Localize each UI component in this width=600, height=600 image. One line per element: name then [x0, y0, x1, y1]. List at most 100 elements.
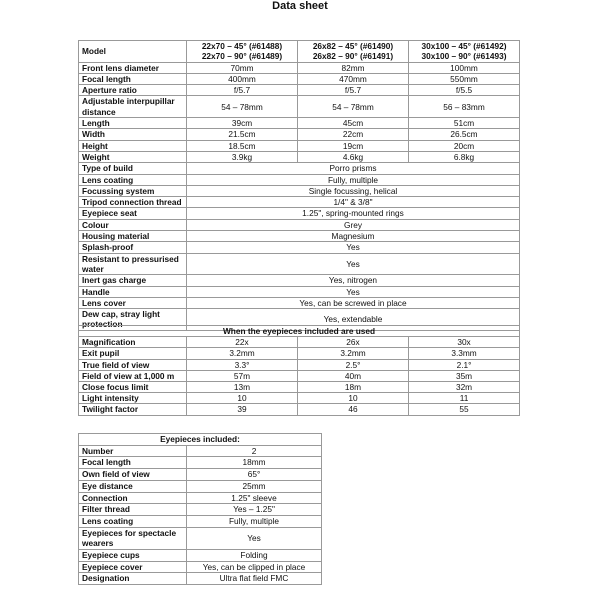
row-value: Yes — [186, 241, 520, 254]
table-row: Eyepiece cups Folding — [78, 549, 322, 562]
row-label: Eyepiece cups — [78, 549, 187, 562]
row-label: Width — [78, 128, 187, 141]
table-title: When the eyepieces included are used — [77, 324, 521, 338]
model-name: 30x100 – 90° (#61493) — [421, 51, 507, 62]
row-value: 21.5cm — [186, 128, 298, 141]
row-value: 100mm — [408, 61, 520, 74]
row-value: 550mm — [408, 72, 520, 86]
table-row: Lens cover Yes, can be screwed in place — [78, 296, 520, 310]
table-row: Width 21.5cm 22cm 26.5cm — [78, 128, 520, 141]
table-row: Magnification 22x 26x 30x — [78, 336, 521, 349]
table-row: Lens coating Fully, multiple — [78, 514, 322, 528]
table-row: Filter thread Yes – 1.25" — [78, 503, 322, 516]
row-value: 1.25", spring-mounted rings — [186, 207, 520, 220]
table-row: Handle Yes — [78, 285, 520, 298]
row-value: 6.8kg — [408, 150, 520, 164]
row-label: Connection — [78, 491, 187, 505]
model-cell: 22x70 – 45° (#61488) 22x70 – 90° (#61489) — [186, 40, 298, 63]
row-label: Front lens diameter — [78, 61, 187, 74]
table-row: Resistant to pressurised water Yes — [78, 252, 520, 276]
row-value: Porro prisms — [186, 162, 520, 175]
table-row: Adjustable interpupillar distance 54 – 78… — [78, 95, 520, 119]
row-value: 20cm — [408, 139, 520, 152]
row-label: Handle — [78, 285, 187, 298]
row-label: Close focus limit — [78, 381, 187, 394]
row-label: Light intensity — [78, 392, 187, 405]
row-label: Focussing system — [78, 184, 187, 198]
row-value: Yes, can be clipped in place — [186, 560, 322, 574]
table-row: Field of view at 1,000 m 57m 40m 35m — [78, 369, 521, 383]
model-cell: 30x100 – 45° (#61492) 30x100 – 90° (#6149… — [408, 40, 520, 63]
row-value: 10 — [297, 392, 409, 405]
eyepieces-table: Eyepieces included: Number 2 Focal length 18… — [78, 433, 322, 586]
row-value: 54 – 78mm — [186, 95, 298, 119]
row-label: Twilight factor — [78, 403, 187, 416]
row-value: 3.9kg — [186, 150, 298, 164]
row-value: Ultra flat field FMC — [186, 572, 322, 586]
row-value: 4.6kg — [297, 150, 409, 164]
row-label: True field of view — [78, 358, 187, 371]
table-row: Tripod connection thread 1/4" & 3/8" — [78, 196, 520, 209]
row-label: Eyepieces for spectacle wearers — [78, 526, 187, 551]
row-label: Type of build — [78, 162, 187, 175]
table-row: Splash-proof Yes — [78, 241, 520, 254]
table-row: True field of view 3.3° 2.5° 2.1° — [78, 358, 521, 371]
page-title: Data sheet — [272, 0, 328, 12]
row-value: 22x — [186, 336, 298, 349]
row-value: Magnesium — [186, 230, 520, 243]
row-value: 39 — [186, 403, 298, 416]
header-row: Model 22x70 – 45° (#61488) 22x70 – 90° (#6… — [78, 40, 520, 63]
table-row: Height 18.5cm 19cm 20cm — [78, 139, 520, 152]
table-row: Lens coating Fully, multiple — [78, 173, 520, 186]
model-label: Model — [78, 40, 187, 63]
table-row: Colour Grey — [78, 218, 520, 232]
row-value: 82mm — [297, 61, 409, 74]
row-value: 26x — [297, 336, 409, 349]
row-value: 70mm — [186, 61, 298, 74]
row-value: 18.5cm — [186, 139, 298, 152]
row-value: 2 — [186, 444, 322, 458]
table-row: Designation Ultra flat field FMC — [78, 572, 322, 586]
row-value: 2.1° — [407, 358, 521, 371]
row-value: 3.2mm — [297, 347, 409, 360]
row-value: 3.3mm — [407, 347, 521, 360]
row-label: Aperture ratio — [78, 84, 187, 97]
table-row: Close focus limit 13m 18m 32m — [78, 381, 521, 394]
row-label: Lens coating — [78, 173, 187, 186]
row-label: Own field of view — [78, 468, 187, 481]
row-label: Eye distance — [78, 479, 187, 493]
table-row: Weight 3.9kg 4.6kg 6.8kg — [78, 150, 520, 164]
row-label: Colour — [78, 218, 187, 232]
table-row: Aperture ratio f/5.7 f/5.7 f/5.5 — [78, 84, 520, 97]
row-value: Yes, can be screwed in place — [186, 296, 520, 310]
table-row: Type of build Porro prisms — [78, 162, 520, 175]
row-value: 39cm — [186, 117, 298, 130]
table-row: Light intensity 10 10 11 — [78, 392, 521, 405]
row-label: Magnification — [78, 336, 187, 349]
row-value: 13m — [186, 381, 298, 394]
model-name: 30x100 – 45° (#61492) — [421, 41, 507, 51]
row-label: Focal length — [78, 72, 187, 86]
row-value: Folding — [186, 549, 322, 562]
table-row: Focussing system Single focussing, helica… — [78, 184, 520, 198]
row-value: 26.5cm — [408, 128, 520, 141]
row-value: 32m — [407, 381, 521, 394]
row-value: 54 – 78mm — [297, 95, 409, 119]
row-label: Filter thread — [78, 503, 187, 516]
row-value: 470mm — [297, 72, 409, 86]
row-label: Lens coating — [78, 514, 187, 528]
row-value: 18mm — [186, 456, 322, 470]
row-label: Length — [78, 117, 187, 130]
row-value: 3.3° — [186, 358, 298, 371]
row-value: Yes — [186, 285, 520, 298]
table-row: Connection 1.25" sleeve — [78, 491, 322, 505]
row-value: 30x — [407, 336, 521, 349]
row-value: 40m — [297, 369, 409, 383]
row-value: 3.2mm — [186, 347, 298, 360]
row-label: Inert gas charge — [78, 274, 187, 287]
eyepiece-use-table: When the eyepieces included are used Magn… — [77, 324, 521, 416]
row-value: 57m — [186, 369, 298, 383]
model-name: 26x82 – 90° (#61491) — [312, 51, 394, 62]
row-value: 56 – 83mm — [408, 95, 520, 119]
row-label: Designation — [78, 572, 187, 586]
